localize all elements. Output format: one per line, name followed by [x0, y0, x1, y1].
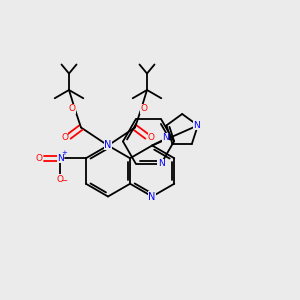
Text: O: O: [148, 134, 155, 142]
Text: +: +: [61, 150, 67, 156]
Text: O: O: [57, 175, 64, 184]
Text: N: N: [57, 154, 64, 163]
Text: N: N: [193, 121, 200, 130]
Text: O: O: [140, 104, 148, 113]
Text: N: N: [162, 134, 169, 142]
Text: N: N: [104, 140, 112, 150]
Text: N: N: [158, 159, 165, 168]
Text: O: O: [36, 154, 43, 163]
Text: O: O: [68, 104, 76, 113]
Text: N: N: [148, 191, 156, 202]
Text: O: O: [61, 134, 68, 142]
Text: −: −: [60, 176, 67, 185]
